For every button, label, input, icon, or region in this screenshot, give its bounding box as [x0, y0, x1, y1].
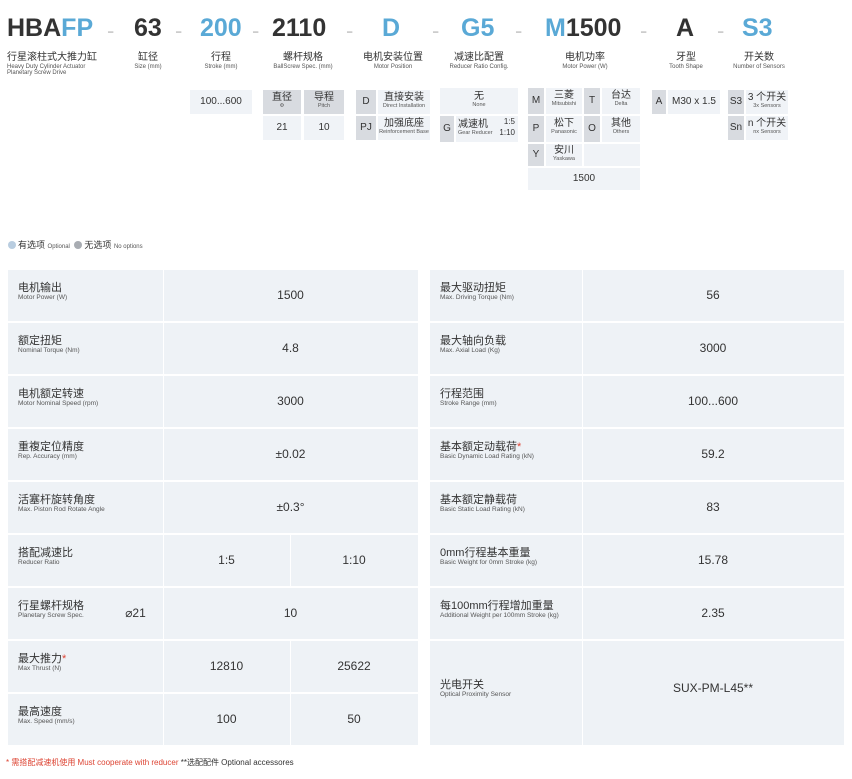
- option-position-base: 加强底座 Reinforcement Base: [378, 116, 430, 140]
- spec-table-right: 最大驱动扭矩 Max. Driving Torque (Nm) 56 最大轴向负载…: [430, 270, 844, 745]
- option-reducer-code: G: [440, 116, 454, 142]
- option-position-direct: 直接安装 Direct Installation: [378, 90, 430, 114]
- table-row: 最大推力* Max Thrust (N) 12810 25622: [8, 641, 418, 692]
- table-row: 活塞杆旋转角度 Max. Piston Rod Rotate Angle ±0.3…: [8, 482, 418, 533]
- reducer-note: * 需搭配减速机使用 Must cooperate with reducer: [6, 758, 179, 767]
- label-position: 电机安装位置 Motor Position: [363, 52, 423, 70]
- no-option-dot-icon: [74, 241, 83, 249]
- legend: 有选项 Optional 无选项 No options: [8, 238, 143, 251]
- model-code-header: HBAFP - 63 - 200 - 2110 - D - G5 - M1500…: [0, 8, 852, 88]
- dash: -: [717, 18, 725, 43]
- motor-code: T: [584, 88, 600, 114]
- motor-delta: 台达 Delta: [602, 88, 640, 114]
- thread-code: A: [652, 90, 666, 114]
- sensor-code: S3: [728, 90, 744, 114]
- motor-code: O: [584, 116, 600, 142]
- table-row: 最大驱动扭矩 Max. Driving Torque (Nm) 56: [430, 270, 844, 321]
- option-screw-diameter: 21: [263, 116, 301, 140]
- sensor-nx: n 个开关 nx Sensors: [746, 116, 788, 140]
- motor-panasonic: 松下 Panasonic: [546, 116, 582, 142]
- option-screw-diameter-header: 直径 Φ: [263, 90, 301, 114]
- code-screw: 2110: [272, 14, 327, 42]
- dash: -: [252, 18, 260, 43]
- motor-others: 其他 Others: [602, 116, 640, 142]
- motor-blank: [584, 144, 640, 166]
- label-thread: 牙型 Tooth Shape: [669, 52, 703, 70]
- code-size: 63: [134, 14, 162, 42]
- code-motor: M1500: [545, 14, 622, 42]
- option-screw-pitch: 10: [304, 116, 344, 140]
- optional-dot-icon: [8, 241, 16, 249]
- label-reducer: 减速比配置 Reducer Ratio Config.: [449, 52, 509, 70]
- motor-code: M: [528, 88, 544, 114]
- option-position-code: PJ: [356, 116, 376, 140]
- optional-note: **选配配件 Optional accessores: [180, 758, 294, 767]
- motor-code: Y: [528, 144, 544, 166]
- label-series: 行星滚柱式大推力缸 Heavy Duty Cylinder Actuator Pla…: [7, 52, 97, 77]
- table-row: 行程范围 Stroke Range (mm) 100...600: [430, 376, 844, 427]
- footnote: * 需搭配减速机使用 Must cooperate with reducer *…: [6, 757, 294, 768]
- option-reducer-gear: 减速机 1:5 1:10 Gear Reducer: [456, 116, 518, 142]
- dash: -: [515, 18, 523, 43]
- label-motor: 电机功率 Motor Power (W): [562, 52, 608, 70]
- dash: -: [107, 18, 115, 43]
- table-row: 基本额定动载荷* Basic Dynamic Load Rating (kN) 5…: [430, 429, 844, 480]
- motor-power-value: 1500: [528, 168, 640, 190]
- ratio-1-5: 1:5: [503, 117, 515, 126]
- code-reducer: G5: [461, 14, 495, 42]
- table-row: 重複定位精度 Rep. Accuracy (mm) ±0.02: [8, 429, 418, 480]
- label-stroke: 行程 Stroke (mm): [204, 52, 238, 70]
- sensor-code: Sn: [728, 116, 744, 140]
- thread-value: M30 x 1.5: [668, 90, 720, 114]
- option-reducer-none: 无 None: [440, 88, 518, 114]
- dash: -: [346, 18, 354, 43]
- code-sensors: S3: [742, 14, 773, 42]
- label-screw: 螺杆规格 BallScrew Spec. (mm): [273, 52, 333, 70]
- code-stroke: 200: [200, 14, 242, 42]
- code-thread: A: [676, 14, 695, 42]
- label-size: 缸径 Size (mm): [134, 52, 162, 70]
- table-row: 电机输出 Motor Power (W) 1500: [8, 270, 418, 321]
- ratio-1-10: 1:10: [499, 128, 515, 137]
- table-row: 电机额定转速 Motor Nominal Speed (rpm) 3000: [8, 376, 418, 427]
- code-position: D: [382, 14, 401, 42]
- motor-mitsubishi: 三菱 Mitsubishi: [546, 88, 582, 114]
- label-sensors: 开关数 Number of Sensors: [733, 52, 785, 70]
- option-stroke: 100...600: [190, 90, 252, 114]
- spec-table-left: 电机输出 Motor Power (W) 1500 额定扭矩 Nominal Tor…: [8, 270, 418, 745]
- sensor-3x: 3 个开关 3x Sensors: [746, 90, 788, 114]
- dash: -: [175, 18, 183, 43]
- table-row: 行星螺杆规格 Planetary Screw Spec. ⌀21 10: [8, 588, 418, 639]
- table-row: 最大轴向负载 Max. Axial Load (Kg) 3000: [430, 323, 844, 374]
- table-row: 搭配减速比 Reducer Ratio 1:5 1:10: [8, 535, 418, 586]
- option-position-code: D: [356, 90, 376, 114]
- table-row: 最高速度 Max. Speed (mm/s) 100 50: [8, 694, 418, 745]
- option-screw-pitch-header: 导程 Pitch: [304, 90, 344, 114]
- table-row: 基本额定静载荷 Basic Static Load Rating (kN) 83: [430, 482, 844, 533]
- table-row: 每100mm行程增加重量 Additional Weight per 100mm …: [430, 588, 844, 639]
- table-row: 0mm行程基本重量 Basic Weight for 0mm Stroke (kg…: [430, 535, 844, 586]
- table-row: 额定扭矩 Nominal Torque (Nm) 4.8: [8, 323, 418, 374]
- dash: -: [640, 18, 648, 43]
- table-row: 光电开关 Optical Proximity Sensor SUX-PM-L45*…: [430, 641, 844, 745]
- motor-code: P: [528, 116, 544, 142]
- dash: -: [432, 18, 440, 43]
- motor-yaskawa: 安川 Yaskawa: [546, 144, 582, 166]
- code-series: HBAFP: [7, 14, 94, 42]
